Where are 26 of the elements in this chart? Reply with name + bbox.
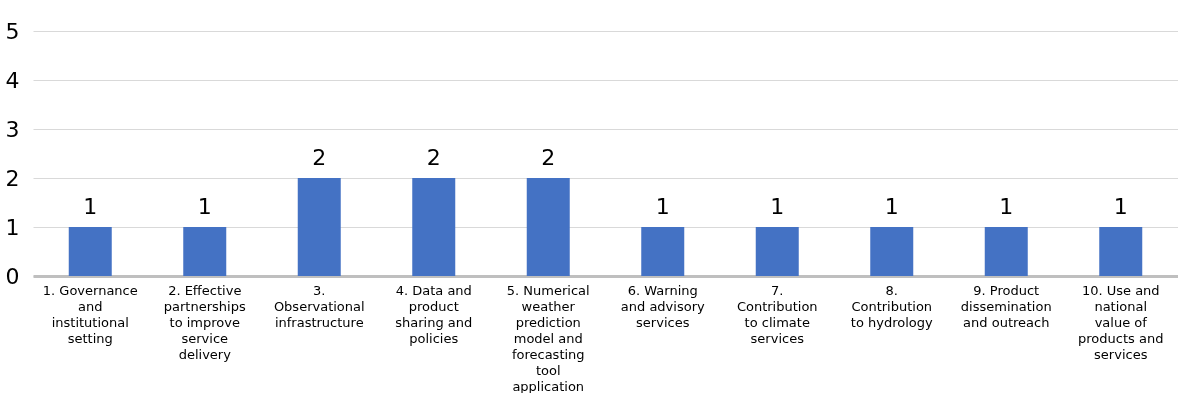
y-tick-label: 5 bbox=[5, 18, 20, 44]
data-label: 1 bbox=[197, 194, 212, 219]
y-tick-label: 0 bbox=[5, 263, 20, 289]
x-tick-label: 4. Data and product sharing and policies bbox=[395, 282, 473, 346]
data-label: 1 bbox=[770, 194, 785, 219]
data-label: 2 bbox=[541, 145, 556, 170]
x-tick-label: 2. Effective partnerships to improve service delivery bbox=[163, 282, 246, 362]
y-tick-label: 4 bbox=[5, 67, 20, 93]
data-label: 1 bbox=[1113, 194, 1128, 219]
y-tick-label: 3 bbox=[5, 116, 20, 142]
data-label: 1 bbox=[83, 194, 98, 219]
x-tick-label: 6. Warning and advisory services bbox=[620, 282, 705, 330]
x-tick-label: 10. Use and national value of products and services bbox=[1078, 282, 1164, 362]
y-tick-label: 2 bbox=[5, 165, 20, 191]
data-label: 2 bbox=[312, 145, 327, 170]
x-tick-label: 8. Contribution to hydrology bbox=[850, 282, 933, 330]
data-label: 2 bbox=[426, 145, 441, 170]
x-tick-label: 7. Contribution to climate services bbox=[736, 282, 818, 346]
x-tick-label: 5. Numerical weather prediction model and forecasting tool application bbox=[506, 282, 590, 394]
y-tick-label: 1 bbox=[5, 214, 20, 240]
data-label: 1 bbox=[884, 194, 899, 219]
x-tick-label: 9. Product dissemination and outreach bbox=[960, 282, 1052, 330]
data-label: 1 bbox=[999, 194, 1014, 219]
x-tick-label: 1. Governance and institutional setting bbox=[42, 282, 138, 346]
x-tick-label: 3. Observational infrastructure bbox=[273, 282, 365, 330]
data-label: 1 bbox=[655, 194, 670, 219]
